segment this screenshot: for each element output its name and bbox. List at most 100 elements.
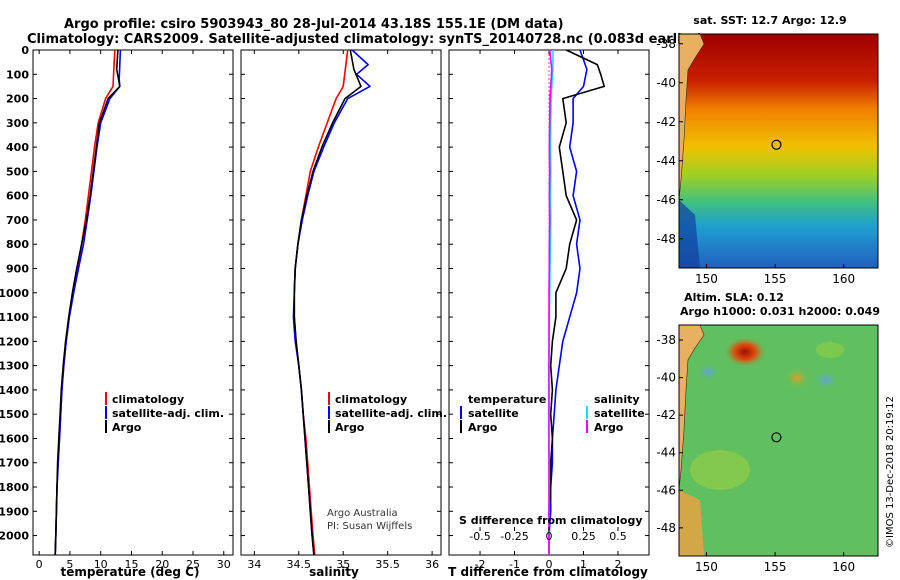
depth-tick-label: 2000: [0, 530, 29, 543]
figure-title-line1: Argo profile: csiro 5903943_80 28-Jul-20…: [64, 17, 564, 32]
lon-tick-label: 160: [832, 560, 855, 574]
sla-feature: [690, 450, 750, 490]
legend-swatch-argo: [105, 420, 107, 433]
legend-swatch-temp-argo: [460, 420, 462, 433]
sla-map-title1: Altim. SLA: 0.12: [684, 291, 784, 304]
sla-map-title2: Argo h1000: 0.031 h2000: 0.049: [680, 305, 880, 318]
imos-stamp: ©IMOS 13-Dec-2018 20:19:12: [885, 396, 896, 548]
lat-tick-label: -38: [656, 333, 676, 347]
series-line-climatology: [54, 49, 116, 556]
legend-title-salinity: salinity: [594, 393, 640, 406]
tasmania-land-sla: [678, 324, 705, 491]
credit-line2: PI: Susan Wijffels: [327, 521, 412, 532]
legend-label-argo: Argo: [335, 421, 365, 434]
credit-line1: Argo Australia: [327, 508, 398, 519]
lon-tick-label: 150: [695, 272, 718, 286]
difference-legend: temperature satellite Argo salinity sate…: [460, 393, 645, 434]
sst-field: [679, 34, 878, 268]
sst-map-axes: 150 155 160 -38 -40 -42 -44 -46 -48: [656, 37, 855, 286]
sst-argo-position-marker: [771, 139, 782, 150]
lon-tick-label: 150: [695, 560, 718, 574]
salinity-xlabel: salinity: [309, 565, 359, 579]
series-line-argo: [293, 49, 362, 556]
legend-swatch-sal-satellite: [586, 406, 588, 419]
sla-negative-anomaly: [812, 370, 840, 390]
depth-tick-label: 0: [21, 44, 29, 57]
depth-tick-label: 1700: [0, 457, 29, 470]
tasmania-land-sst: [678, 33, 705, 201]
sla-warm-eddy: [723, 336, 767, 368]
legend-swatch-argo: [328, 420, 330, 433]
depth-tick-label: 500: [6, 165, 29, 178]
sla-map-frame: [678, 324, 879, 557]
x-tick-label: 20: [155, 558, 169, 571]
sla-feature: [816, 342, 844, 358]
sst-map-title: sat. SST: 12.7 Argo: 12.9: [693, 14, 846, 27]
lon-tick-label: 160: [832, 272, 855, 286]
depth-tick-label: 1600: [0, 432, 29, 445]
s-tick-label: 0: [546, 530, 553, 543]
series-line-satellite-adj-clim-: [54, 49, 122, 556]
depth-axis: 0 100 200 300 400 500 600 700 800 900 1000 1100 1200…: [0, 44, 29, 543]
s-tick-label: -0.25: [500, 530, 528, 543]
x-tick-label: 0: [36, 558, 43, 571]
legend-label-climatology: climatology: [112, 393, 184, 406]
lat-tick-label: -46: [656, 193, 676, 207]
x-tick-label: 36: [425, 558, 439, 571]
sla-map: [678, 324, 879, 557]
x-tick-label: -2: [475, 558, 486, 571]
x-tick-label: 25: [186, 558, 200, 571]
legend-label-climatology: climatology: [335, 393, 407, 406]
depth-tick-label: 1800: [0, 481, 29, 494]
difference-xlabel: T difference from climatology: [448, 565, 648, 579]
lat-tick-label: -42: [656, 408, 676, 422]
lat-tick-label: -46: [656, 483, 676, 497]
legend-label-argo: Argo: [112, 421, 142, 434]
series-line-temperature-argo: [548, 49, 606, 555]
x-tick-label: 5: [66, 558, 73, 571]
x-tick-label: 15: [124, 558, 138, 571]
depth-tick-label: 1400: [0, 384, 29, 397]
difference-plot: -2 -1 0 1 2: [449, 49, 649, 571]
depth-tick-label: 1900: [0, 505, 29, 518]
legend-swatch-satellite: [105, 406, 107, 419]
temperature-panel-frame: [32, 49, 234, 556]
x-tick-label: 35: [336, 558, 350, 571]
lat-tick-label: -38: [656, 37, 676, 51]
legend-swatch-sal-argo: [586, 420, 588, 433]
depth-tick-label: 600: [6, 190, 29, 203]
legend-swatch-climatology: [105, 392, 107, 405]
depth-tick-label: 700: [6, 214, 29, 227]
legend-label-temp-satellite: satellite: [468, 407, 519, 420]
x-tick-label: 1: [580, 558, 587, 571]
x-tick-label: -1: [509, 558, 520, 571]
sla-map-axes: 150 155 160 -38 -40 -42 -44 -46 -48: [656, 333, 855, 574]
legend-label-sal-satellite: satellite: [594, 407, 645, 420]
legend-label-satellite: satellite-adj. clim.: [112, 407, 224, 420]
lon-tick-label: 155: [764, 560, 787, 574]
x-tick-label: 10: [94, 558, 108, 571]
salinity-plot: 34 34.5 35 35.5 36: [241, 49, 441, 571]
s-difference-ticks: -0.5 -0.25 0 0.25 0.5: [469, 527, 627, 543]
legend-label-temp-argo: Argo: [468, 421, 498, 434]
x-tick-label: 35.5: [375, 558, 400, 571]
x-tick-label: 34: [247, 558, 261, 571]
salinity-panel-frame: [240, 49, 442, 556]
lat-tick-label: -48: [656, 521, 676, 535]
series-line-temperature-satellite: [548, 49, 588, 555]
depth-tick-label: 1100: [0, 311, 29, 324]
depth-tick-label: 1200: [0, 335, 29, 348]
series-line-climatology: [293, 49, 349, 556]
legend-swatch-climatology: [328, 392, 330, 405]
x-tick-label: 2: [614, 558, 621, 571]
s-tick-label: 0.25: [571, 530, 596, 543]
x-tick-label: 0: [546, 558, 553, 571]
temperature-legend: climatology satellite-adj. clim. Argo: [105, 392, 224, 434]
salinity-legend: climatology satellite-adj. clim. Argo: [328, 392, 447, 434]
depth-tick-label: 900: [6, 263, 29, 276]
depth-tick-label: 300: [6, 117, 29, 130]
legend-label-sal-argo: Argo: [594, 421, 624, 434]
lat-tick-label: -44: [656, 154, 676, 168]
sst-map: [678, 33, 879, 269]
